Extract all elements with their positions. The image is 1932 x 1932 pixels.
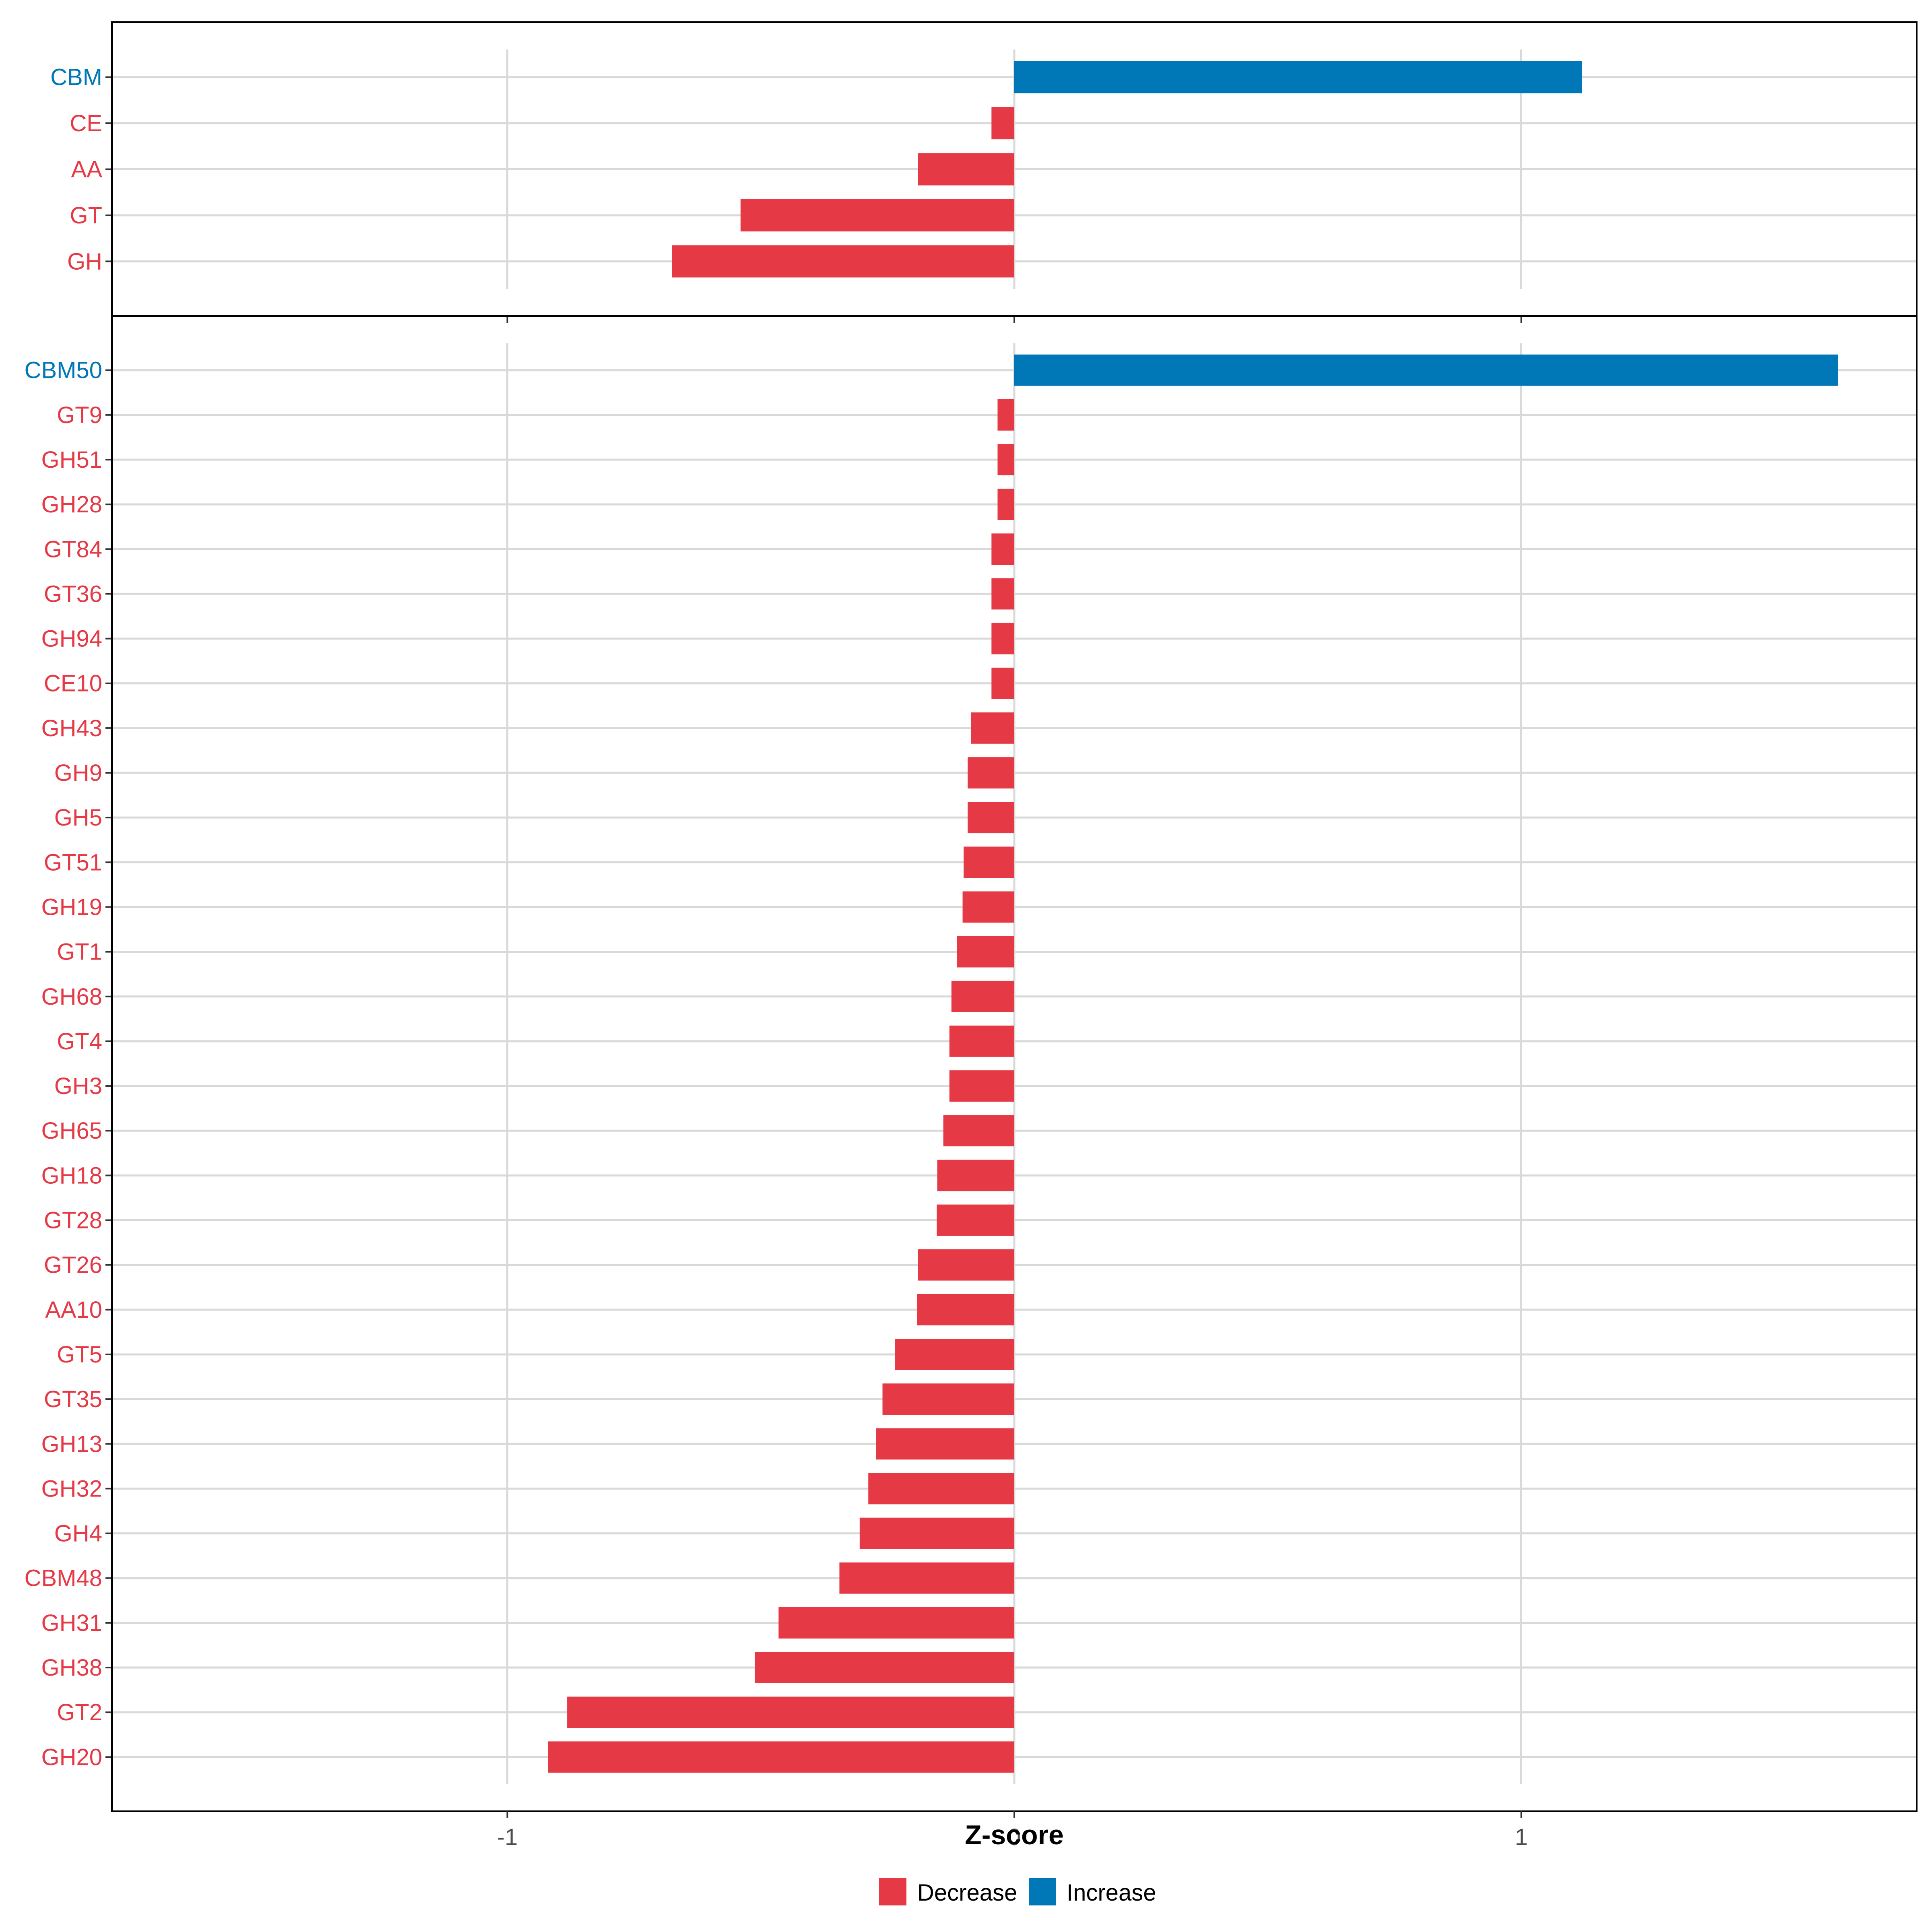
bar-gt1 xyxy=(957,936,1014,968)
y-tick-label-gt: GT xyxy=(70,202,102,229)
bar-gt51 xyxy=(964,846,1014,878)
y-tick-label-gt1: GT1 xyxy=(57,939,102,965)
bar-gh9 xyxy=(968,757,1014,788)
y-tick-label-gt4: GT4 xyxy=(57,1028,102,1055)
y-tick-label-gt5: GT5 xyxy=(57,1342,102,1368)
bar-ce10 xyxy=(991,667,1014,699)
y-tick-label-gt9: GT9 xyxy=(57,402,102,428)
bar-gt36 xyxy=(991,578,1014,610)
bar-gh51 xyxy=(997,444,1014,475)
y-tick-label-cbm48: CBM48 xyxy=(25,1565,102,1591)
y-tick-label-ce: CE xyxy=(70,110,102,136)
y-tick-label-aa10: AA10 xyxy=(45,1297,102,1323)
x-tick-label: -1 xyxy=(497,1824,518,1850)
y-tick-label-gh68: GH68 xyxy=(41,984,102,1010)
bar-layer xyxy=(548,61,1838,1773)
y-tick-label-gh18: GH18 xyxy=(41,1162,102,1189)
bar-gh18 xyxy=(937,1160,1014,1191)
bar-gh4 xyxy=(859,1517,1014,1549)
bar-gh19 xyxy=(962,891,1014,923)
y-tick-label-gh51: GH51 xyxy=(41,447,102,473)
y-tick-label-gh: GH xyxy=(67,248,102,275)
y-tick-label-gh4: GH4 xyxy=(54,1521,102,1547)
bar-gh3 xyxy=(949,1070,1014,1102)
y-tick-label-gh5: GH5 xyxy=(54,805,102,831)
bar-gh5 xyxy=(968,802,1014,834)
bar-gh94 xyxy=(991,623,1014,654)
y-tick-label-gh43: GH43 xyxy=(41,715,102,741)
bar-gt28 xyxy=(937,1204,1014,1236)
bar-ce xyxy=(991,107,1014,140)
x-tick-label: 1 xyxy=(1515,1824,1527,1850)
y-tick-label-gh3: GH3 xyxy=(54,1073,102,1099)
y-tick-label-gh32: GH32 xyxy=(41,1476,102,1502)
y-tick-label-gt84: GT84 xyxy=(44,536,102,562)
bar-aa xyxy=(918,153,1014,186)
bar-gh32 xyxy=(868,1473,1014,1505)
bar-gt xyxy=(740,199,1014,231)
y-tick-label-gh13: GH13 xyxy=(41,1431,102,1457)
bar-gh xyxy=(672,245,1014,278)
bar-gt35 xyxy=(882,1383,1014,1415)
bar-aa10 xyxy=(917,1294,1014,1325)
x-axis-title: Z-score xyxy=(965,1820,1064,1850)
y-tick-label-gh94: GH94 xyxy=(41,626,102,652)
bar-cbm xyxy=(1014,61,1582,93)
y-tick-label-gh65: GH65 xyxy=(41,1118,102,1144)
legend-label-increase: Increase xyxy=(1067,1880,1156,1906)
legend-label-decrease: Decrease xyxy=(917,1880,1017,1906)
bar-gt9 xyxy=(997,399,1014,431)
y-tick-label-ce10: CE10 xyxy=(44,671,102,697)
bar-gh68 xyxy=(951,980,1014,1012)
legend-swatch-increase xyxy=(1029,1878,1056,1905)
bar-gh38 xyxy=(755,1652,1014,1683)
bar-cbm50 xyxy=(1014,354,1838,386)
y-tick-label-gt26: GT26 xyxy=(44,1252,102,1278)
label-layer: CBMCEAAGTGHCBM50GT9GH51GH28GT84GT36GH94C… xyxy=(25,64,1528,1850)
y-tick-label-aa: AA xyxy=(71,157,103,183)
bar-gt84 xyxy=(991,533,1014,565)
bar-gh43 xyxy=(971,712,1014,744)
y-tick-label-gh28: GH28 xyxy=(41,491,102,518)
bar-gt4 xyxy=(949,1026,1014,1057)
y-tick-label-cbm: CBM xyxy=(50,64,102,91)
legend: Decrease Increase xyxy=(879,1878,1156,1906)
bar-gt26 xyxy=(918,1249,1014,1281)
bar-cbm48 xyxy=(839,1562,1014,1594)
bar-gh31 xyxy=(778,1607,1014,1639)
bar-gh65 xyxy=(943,1115,1014,1147)
y-tick-label-gh38: GH38 xyxy=(41,1655,102,1681)
x-tick-label: 0 xyxy=(1008,1824,1021,1850)
y-tick-label-gt35: GT35 xyxy=(44,1386,102,1412)
bar-gh28 xyxy=(997,489,1014,520)
bar-gt2 xyxy=(567,1697,1014,1728)
y-tick-label-gt2: GT2 xyxy=(57,1699,102,1726)
y-tick-label-gh20: GH20 xyxy=(41,1744,102,1770)
y-tick-label-gh31: GH31 xyxy=(41,1610,102,1636)
frame-layer xyxy=(105,21,1918,1818)
legend-swatch-decrease xyxy=(879,1878,906,1905)
y-tick-label-gh19: GH19 xyxy=(41,894,102,920)
bar-gt5 xyxy=(895,1339,1014,1370)
y-tick-label-gh9: GH9 xyxy=(54,760,102,786)
y-tick-label-gt28: GT28 xyxy=(44,1208,102,1234)
y-tick-label-gt36: GT36 xyxy=(44,581,102,607)
bar-gh20 xyxy=(548,1741,1014,1773)
y-tick-label-cbm50: CBM50 xyxy=(25,357,102,384)
y-tick-label-gt51: GT51 xyxy=(44,849,102,875)
bar-gh13 xyxy=(876,1428,1014,1460)
